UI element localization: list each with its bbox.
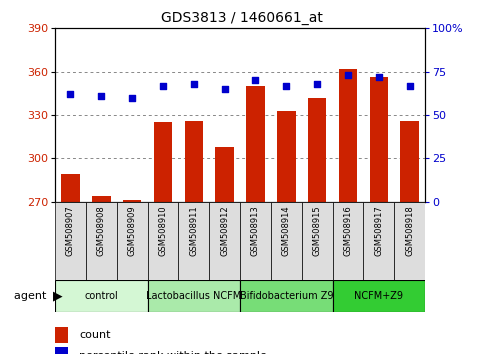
Text: Bifidobacterium Z9: Bifidobacterium Z9	[240, 291, 333, 301]
FancyBboxPatch shape	[55, 280, 148, 312]
Bar	[308, 98, 327, 202]
Text: ▶: ▶	[53, 289, 62, 302]
Text: GDS3813 / 1460661_at: GDS3813 / 1460661_at	[160, 11, 323, 25]
Bar	[339, 69, 357, 202]
Text: GSM508911: GSM508911	[189, 206, 199, 256]
Point	[313, 81, 321, 87]
Text: agent: agent	[14, 291, 50, 301]
Bar	[246, 86, 265, 202]
Text: GSM508909: GSM508909	[128, 206, 137, 256]
Text: Lactobacillus NCFM: Lactobacillus NCFM	[146, 291, 242, 301]
Point	[159, 83, 167, 88]
FancyBboxPatch shape	[363, 202, 394, 280]
Bar	[61, 174, 80, 202]
Text: GSM508915: GSM508915	[313, 206, 322, 256]
FancyBboxPatch shape	[148, 202, 178, 280]
FancyBboxPatch shape	[240, 280, 333, 312]
Point	[128, 95, 136, 101]
FancyBboxPatch shape	[333, 202, 363, 280]
Bar	[369, 78, 388, 202]
FancyBboxPatch shape	[394, 202, 425, 280]
Bar	[92, 196, 111, 202]
Text: control: control	[85, 291, 118, 301]
Bar	[400, 121, 419, 202]
FancyBboxPatch shape	[209, 202, 240, 280]
Point	[406, 83, 413, 88]
Bar	[55, 327, 69, 343]
Point	[67, 91, 74, 97]
FancyBboxPatch shape	[302, 202, 333, 280]
Text: count: count	[80, 330, 111, 340]
FancyBboxPatch shape	[178, 202, 209, 280]
Text: GSM508908: GSM508908	[97, 206, 106, 256]
FancyBboxPatch shape	[271, 202, 302, 280]
Text: GSM508912: GSM508912	[220, 206, 229, 256]
FancyBboxPatch shape	[240, 202, 271, 280]
FancyBboxPatch shape	[117, 202, 148, 280]
Text: NCFM+Z9: NCFM+Z9	[355, 291, 403, 301]
Text: GSM508910: GSM508910	[158, 206, 168, 256]
Text: GSM508907: GSM508907	[66, 206, 75, 256]
Bar	[55, 348, 69, 354]
Bar	[277, 111, 296, 202]
Bar	[154, 122, 172, 202]
FancyBboxPatch shape	[333, 280, 425, 312]
FancyBboxPatch shape	[148, 280, 240, 312]
Bar	[185, 121, 203, 202]
Bar	[215, 147, 234, 202]
Point	[252, 78, 259, 83]
Bar	[123, 200, 142, 202]
Text: GSM508917: GSM508917	[374, 206, 384, 256]
Point	[375, 74, 383, 80]
Text: GSM508913: GSM508913	[251, 206, 260, 256]
Text: GSM508918: GSM508918	[405, 206, 414, 256]
FancyBboxPatch shape	[55, 202, 86, 280]
Point	[283, 83, 290, 88]
Point	[190, 81, 198, 87]
Text: GSM508916: GSM508916	[343, 206, 353, 256]
Text: GSM508914: GSM508914	[282, 206, 291, 256]
Point	[221, 86, 228, 92]
Text: percentile rank within the sample: percentile rank within the sample	[80, 351, 268, 354]
Point	[98, 93, 105, 99]
Point	[344, 72, 352, 78]
FancyBboxPatch shape	[86, 202, 117, 280]
